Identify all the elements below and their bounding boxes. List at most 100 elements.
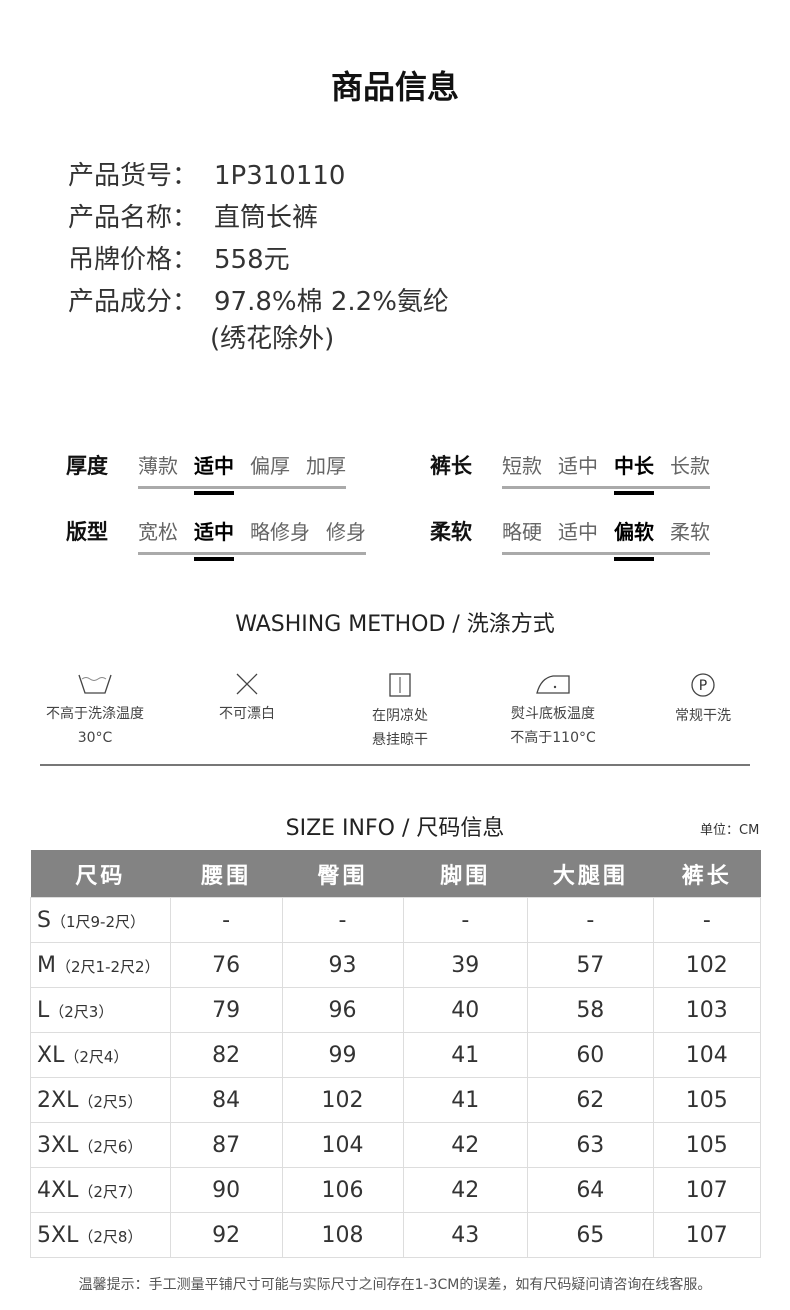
info-material-note: (绣花除外) — [210, 324, 335, 354]
measure-cell: 92 — [169, 1212, 283, 1258]
table-row: L（2尺3） 79 96 40 58 103 — [30, 987, 762, 1033]
size-label: M — [37, 952, 56, 978]
size-label: XL — [37, 1042, 65, 1068]
measure-cell: - — [652, 897, 762, 943]
size-cell: 2XL（2尺5） — [30, 1077, 171, 1123]
washing-item: 不高于洗涤温度 30°C — [20, 672, 170, 750]
size-label: 5XL — [37, 1222, 79, 1248]
attribute-option: 中长 — [614, 450, 654, 495]
size-cell: 3XL（2尺6） — [30, 1122, 171, 1168]
size-note: （2尺6） — [78, 1137, 143, 1156]
washing-line2: 不高于110°C — [510, 730, 596, 746]
measure-cell: 60 — [527, 1032, 654, 1078]
size-label: 3XL — [37, 1132, 79, 1158]
table-row: S（1尺9-2尺） - - - - - — [30, 897, 762, 943]
washing-line1: 在阴凉处 — [372, 708, 428, 724]
size-cell: 5XL（2尺8） — [30, 1212, 171, 1258]
info-value: 97.8%棉 2.2%氨纶 — [214, 287, 449, 317]
measure-cell: 43 — [402, 1212, 529, 1258]
info-row-sku: 产品货号： 1P310110 — [68, 155, 345, 192]
washing-item: 在阴凉处 悬挂晾干 — [325, 672, 475, 752]
dry-clean-p-icon: P — [628, 672, 778, 698]
washing-line2: 30°C — [77, 730, 113, 746]
info-row-material: 产品成分： 97.8%棉 2.2%氨纶 — [68, 281, 449, 318]
table-row: 3XL（2尺6） 87 104 42 63 105 — [30, 1122, 762, 1168]
measure-cell: 102 — [652, 942, 762, 988]
measure-cell: 57 — [527, 942, 654, 988]
attribute-label: 裤长 — [430, 454, 472, 478]
attribute-option: 修身 — [326, 520, 366, 544]
attribute-option: 偏厚 — [250, 454, 290, 478]
measure-cell: 64 — [527, 1167, 654, 1213]
measure-cell: 39 — [402, 942, 529, 988]
attribute-option: 加厚 — [306, 454, 346, 478]
measure-cell: 90 — [169, 1167, 283, 1213]
size-note: （2尺1-2尺2） — [55, 957, 160, 976]
washing-line1: 不高于洗涤温度 — [46, 706, 144, 722]
attribute-label: 厚度 — [66, 454, 108, 478]
size-note: （2尺3） — [49, 1002, 114, 1021]
attribute-option: 柔软 — [670, 520, 710, 544]
attribute-option: 略修身 — [250, 520, 310, 544]
attribute-option: 适中 — [558, 454, 598, 478]
measure-cell: 40 — [402, 987, 529, 1033]
info-value: 558元 — [214, 245, 290, 275]
attribute-0: 厚度 薄款 适中 偏厚 加厚 — [66, 450, 346, 495]
attribute-options: 薄款 适中 偏厚 加厚 — [138, 450, 346, 495]
attribute-option: 短款 — [502, 454, 542, 478]
measure-cell: 41 — [402, 1077, 529, 1123]
column-header: 尺码 — [30, 850, 171, 898]
attribute-options: 宽松 适中 略修身 修身 — [138, 516, 366, 561]
washing-line1: 不可漂白 — [219, 706, 275, 722]
measure-cell: 102 — [281, 1077, 404, 1123]
attribute-options: 短款 适中 中长 长款 — [502, 450, 710, 495]
measure-cell: 108 — [281, 1212, 404, 1258]
measure-cell: 82 — [169, 1032, 283, 1078]
measure-cell: 105 — [652, 1077, 762, 1123]
table-row: 2XL（2尺5） 84 102 41 62 105 — [30, 1077, 762, 1123]
size-label: S — [37, 907, 51, 933]
measure-cell: 99 — [281, 1032, 404, 1078]
size-note: （1尺9-2尺） — [50, 912, 146, 931]
column-header: 臀围 — [282, 850, 404, 898]
attribute-3: 柔软 略硬 适中 偏软 柔软 — [430, 516, 710, 561]
tip-text: 温馨提示：手工测量平铺尺寸可能与实际尺寸之间存在1-3CM的误差，如有尺码疑问请… — [78, 1277, 712, 1293]
attribute-label: 柔软 — [430, 520, 472, 544]
size-cell: M（2尺1-2尺2） — [30, 942, 171, 988]
measure-cell: - — [169, 897, 283, 943]
measure-cell: 63 — [527, 1122, 654, 1168]
size-cell: 4XL（2尺7） — [30, 1167, 171, 1213]
attribute-option: 薄款 — [138, 454, 178, 478]
measure-cell: 107 — [652, 1212, 762, 1258]
size-label: L — [37, 997, 50, 1023]
measure-cell: 93 — [281, 942, 404, 988]
size-label: 2XL — [37, 1087, 79, 1113]
divider — [40, 764, 750, 766]
size-label: 4XL — [37, 1177, 79, 1203]
column-header: 腰围 — [170, 850, 283, 898]
attribute-option: 适中 — [194, 450, 234, 495]
measure-cell: 96 — [281, 987, 404, 1033]
attribute-label: 版型 — [66, 520, 108, 544]
attribute-2: 版型 宽松 适中 略修身 修身 — [66, 516, 366, 561]
table-row: M（2尺1-2尺2） 76 93 39 57 102 — [30, 942, 762, 988]
page-title: 商品信息 — [330, 68, 459, 106]
washing-title: WASHING METHOD / 洗涤方式 — [235, 612, 555, 637]
svg-text:P: P — [699, 678, 707, 694]
size-table: 尺码 腰围 臀围 脚围 大腿围 裤长 S（1尺9-2尺） - - - - - M（2尺1-2尺2） 76… — [30, 850, 762, 1258]
line-dry-shade-icon — [325, 672, 475, 698]
measure-cell: 42 — [402, 1167, 529, 1213]
table-header: 尺码 腰围 臀围 脚围 大腿围 裤长 — [30, 850, 761, 898]
size-note: （2尺7） — [78, 1182, 143, 1201]
measure-cell: 104 — [652, 1032, 762, 1078]
measure-cell: - — [527, 897, 654, 943]
attribute-option: 适中 — [194, 516, 234, 561]
washing-item: P 常规干洗 — [628, 672, 778, 728]
measure-cell: 106 — [281, 1167, 404, 1213]
info-key: 产品货号： — [68, 161, 199, 191]
attribute-1: 裤长 短款 适中 中长 长款 — [430, 450, 710, 495]
table-row: 5XL（2尺8） 92 108 43 65 107 — [30, 1212, 762, 1258]
info-row-price: 吊牌价格： 558元 — [68, 239, 290, 276]
measure-cell: 84 — [169, 1077, 283, 1123]
